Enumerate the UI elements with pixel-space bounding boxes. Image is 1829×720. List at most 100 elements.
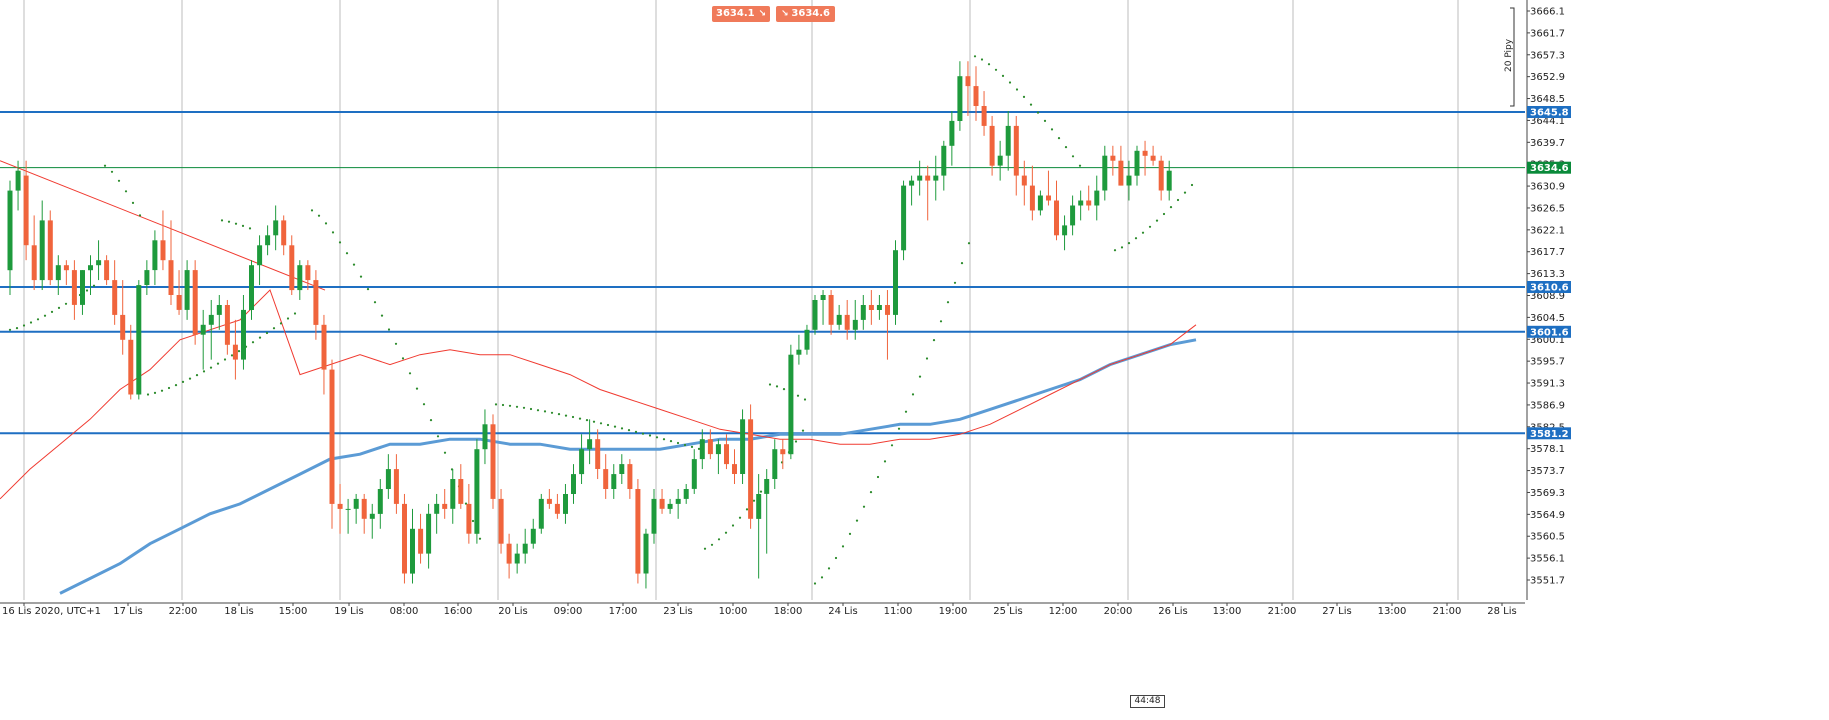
- candle-body: [281, 220, 287, 246]
- price-tag: 3601.6: [1527, 325, 1571, 338]
- candle: [1029, 165, 1035, 221]
- candle: [224, 299, 230, 355]
- candle-body: [168, 260, 174, 295]
- candle: [764, 469, 770, 554]
- price-tag: 3610.6: [1527, 281, 1571, 294]
- candle: [369, 503, 375, 539]
- psar-dot: [529, 407, 533, 411]
- candle: [571, 464, 576, 504]
- candle: [659, 488, 665, 514]
- time-tick-label: 21:00: [1268, 606, 1297, 617]
- candle-body: [434, 503, 440, 514]
- candle: [498, 488, 504, 554]
- psar-dot: [1155, 219, 1159, 222]
- psar-dot: [408, 372, 412, 375]
- candle: [345, 498, 351, 534]
- price-tick-label: 3604.5: [1530, 313, 1565, 324]
- time-tick-label: 16:00: [444, 606, 473, 617]
- candle: [112, 260, 118, 325]
- candle-body: [788, 354, 794, 455]
- candle-body: [740, 419, 746, 474]
- candle: [780, 439, 786, 470]
- psar-dot: [980, 58, 984, 61]
- candle: [265, 225, 271, 256]
- price-tick-label: 3564.9: [1530, 510, 1565, 521]
- psar-dot: [508, 404, 512, 407]
- candle: [96, 240, 102, 281]
- candle: [337, 484, 343, 534]
- candle: [643, 528, 649, 589]
- candle-body: [160, 240, 166, 261]
- price-tick-label: 3591.3: [1530, 379, 1565, 390]
- price-tick-label: 3648.5: [1530, 94, 1565, 105]
- psar-dot: [251, 341, 255, 344]
- candle-body: [1078, 200, 1084, 206]
- candle: [675, 488, 681, 519]
- candle-body: [909, 180, 915, 186]
- candle-body: [15, 170, 21, 191]
- candle-body: [522, 543, 528, 554]
- horizontal-levels[interactable]: [0, 110, 1525, 435]
- price-tick-label: 3626.5: [1530, 204, 1565, 215]
- time-tick-label: 22:00: [169, 606, 198, 617]
- psar-dot: [932, 339, 936, 342]
- price-tag-bg: [1527, 281, 1571, 293]
- psar-dot: [676, 441, 680, 445]
- candle: [297, 260, 303, 300]
- candle-body: [643, 533, 649, 574]
- psar-dot: [911, 393, 915, 396]
- candle: [699, 429, 705, 470]
- psar-dot: [317, 214, 321, 217]
- candle-body: [659, 498, 665, 509]
- psar-dot: [522, 406, 526, 409]
- time-axis[interactable]: 16 Lis 2020, UTC+1 17 Lis 22:00 18 Lis 15:00…: [0, 602, 1525, 617]
- psar-dot: [571, 415, 575, 419]
- candle-body: [31, 245, 37, 281]
- candle: [55, 255, 61, 296]
- psar-dot: [782, 388, 786, 391]
- price-tag-label: 3634.6: [1530, 163, 1569, 174]
- candle: [619, 454, 625, 485]
- psar-dot: [557, 413, 561, 416]
- candle-body: [506, 543, 512, 564]
- candle: [981, 91, 987, 136]
- candle: [1086, 185, 1092, 211]
- candle: [820, 290, 826, 325]
- sell-button[interactable]: 3634.1 ↘: [712, 6, 770, 22]
- candle-body: [732, 464, 737, 474]
- candle-body: [844, 314, 850, 330]
- psar-dot: [827, 567, 831, 570]
- candle: [490, 414, 496, 509]
- candle-body: [1005, 125, 1011, 156]
- buy-button[interactable]: ↘ 3634.6: [776, 6, 835, 22]
- price-axis[interactable]: 3666.1 3661.7 3657.3 3652.9 3648.5 3644.1 3639…: [1504, 0, 1565, 600]
- candle-body: [651, 498, 657, 534]
- candle: [402, 493, 407, 584]
- candle: [796, 334, 802, 365]
- psar-dot: [987, 63, 991, 66]
- candle-body: [772, 449, 778, 479]
- price-tag-bg: [1527, 161, 1571, 174]
- candle-body: [192, 270, 198, 335]
- time-tick-label: 11:00: [884, 606, 913, 617]
- candle-body: [47, 220, 53, 281]
- candle-body: [949, 120, 955, 146]
- psar-dot: [803, 398, 807, 401]
- candle: [377, 479, 383, 529]
- psar-dot: [494, 403, 498, 406]
- candle: [1134, 145, 1140, 186]
- candle-body: [603, 469, 609, 489]
- psar-dot: [153, 391, 157, 394]
- psar-dot: [1148, 225, 1152, 228]
- arrow-down-right-icon: ↘: [781, 9, 789, 19]
- psar-dot: [613, 425, 617, 428]
- psar-dot: [662, 438, 666, 441]
- psar-dot: [855, 519, 859, 522]
- price-tag-label: 3601.6: [1530, 327, 1569, 338]
- psar-dot: [15, 327, 19, 330]
- candle: [707, 429, 713, 460]
- psar-dot: [515, 405, 519, 408]
- candle: [651, 488, 657, 544]
- psar-dot: [717, 538, 721, 541]
